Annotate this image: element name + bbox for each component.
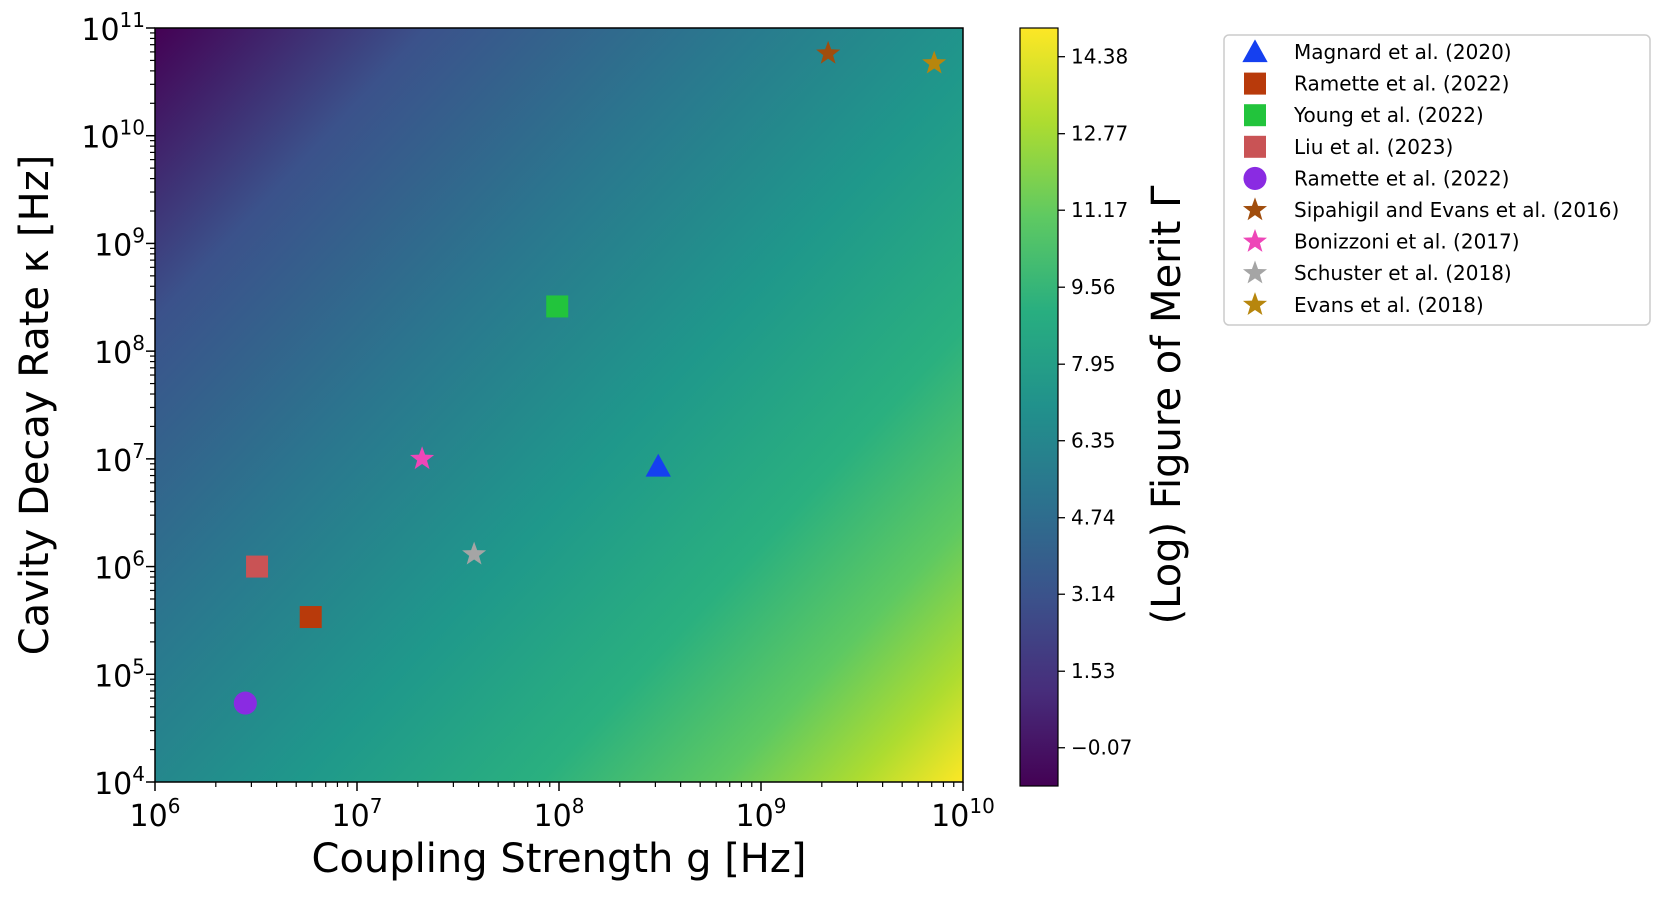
colorbar-tick-label: 1.53: [1071, 659, 1116, 683]
legend-entry-label: Bonizzoni et al. (2017): [1294, 230, 1520, 254]
data-point-square: [546, 295, 569, 318]
data-point-circle: [233, 691, 257, 715]
y-tick-label: 108: [94, 331, 145, 371]
legend-entry-label: Schuster et al. (2018): [1294, 261, 1512, 285]
colorbar-tick-label: 3.14: [1071, 582, 1116, 606]
colorbar-ticks: −0.07 1.53 3.14 4.74 6.35 7.95 9.56 11.17 12.77 1…: [1058, 45, 1132, 760]
legend-marker-square: [1244, 135, 1266, 158]
y-axis-label: Cavity Decay Rate κ [Hz]: [12, 155, 58, 656]
y-axis: 104 105 106 107 108 109 1010 1011: [81, 8, 155, 802]
data-point-star: [410, 446, 435, 470]
y-tick-label: 106: [94, 547, 145, 587]
legend-marker-star: [1242, 228, 1268, 252]
colorbar-tick-label: 7.95: [1071, 352, 1116, 376]
legend-box: [1223, 34, 1651, 326]
colorbar-tick-label: 11.17: [1071, 198, 1128, 222]
colorbar-tick-label: 6.35: [1071, 429, 1116, 453]
colorbar-label: (Log) Figure of Merit Γ: [1144, 185, 1190, 625]
x-tick-label: 106: [130, 794, 181, 834]
colorbar: [1019, 27, 1059, 787]
data-point-star: [462, 541, 487, 565]
colorbar-tick-label: 4.74: [1071, 506, 1116, 530]
heatmap-area: [155, 28, 963, 782]
legend-marker-star: [1242, 260, 1268, 284]
data-point-triangle: [645, 453, 671, 477]
y-tick-label: 107: [94, 439, 145, 479]
y-tick-label: 105: [94, 654, 145, 694]
y-tick-label: 104: [94, 762, 145, 802]
data-point-square: [299, 606, 322, 629]
legend-entry-label: Ramette et al. (2022): [1294, 166, 1509, 190]
x-tick-label: 107: [332, 794, 383, 834]
legend-marker-circle: [1243, 166, 1267, 190]
legend-marker-star: [1242, 292, 1268, 316]
x-tick-label: 108: [534, 794, 585, 834]
y-tick-label: 1011: [81, 8, 145, 48]
legend-entry-label: Liu et al. (2023): [1294, 135, 1453, 159]
colorbar-tick-label: 12.77: [1071, 122, 1128, 146]
x-axis-label: Coupling Strength g [Hz]: [312, 836, 807, 882]
legend-marker-square: [1244, 104, 1266, 127]
colorbar-tick-label: 9.56: [1071, 275, 1116, 299]
data-point-star: [816, 40, 841, 64]
colorbar-tick-label: −0.07: [1071, 736, 1132, 760]
x-axis: 106 107 108 109 1010: [130, 782, 995, 834]
data-point-square: [246, 555, 269, 578]
legend-marker-triangle: [1242, 39, 1268, 63]
legend-entry-label: Sipahigil and Evans et al. (2016): [1294, 198, 1619, 222]
legend: Magnard et al. (2020) Ramette et al. (202…: [1242, 39, 1619, 317]
legend-entry-label: Evans et al. (2018): [1294, 293, 1484, 317]
legend-entry-label: Ramette et al. (2022): [1294, 72, 1509, 96]
legend-entry-label: Young et al. (2022): [1293, 103, 1484, 127]
colorbar-tick-label: 14.38: [1071, 45, 1128, 69]
y-tick-label: 1010: [81, 116, 145, 156]
markers-layer: [233, 40, 947, 715]
legend-marker-square: [1244, 72, 1266, 95]
x-tick-label: 1010: [931, 794, 995, 834]
x-tick-label: 109: [736, 794, 787, 834]
legend-entry-label: Magnard et al. (2020): [1294, 40, 1512, 64]
legend-marker-star: [1242, 197, 1268, 221]
y-tick-label: 109: [94, 223, 145, 263]
data-point-star: [922, 50, 947, 74]
